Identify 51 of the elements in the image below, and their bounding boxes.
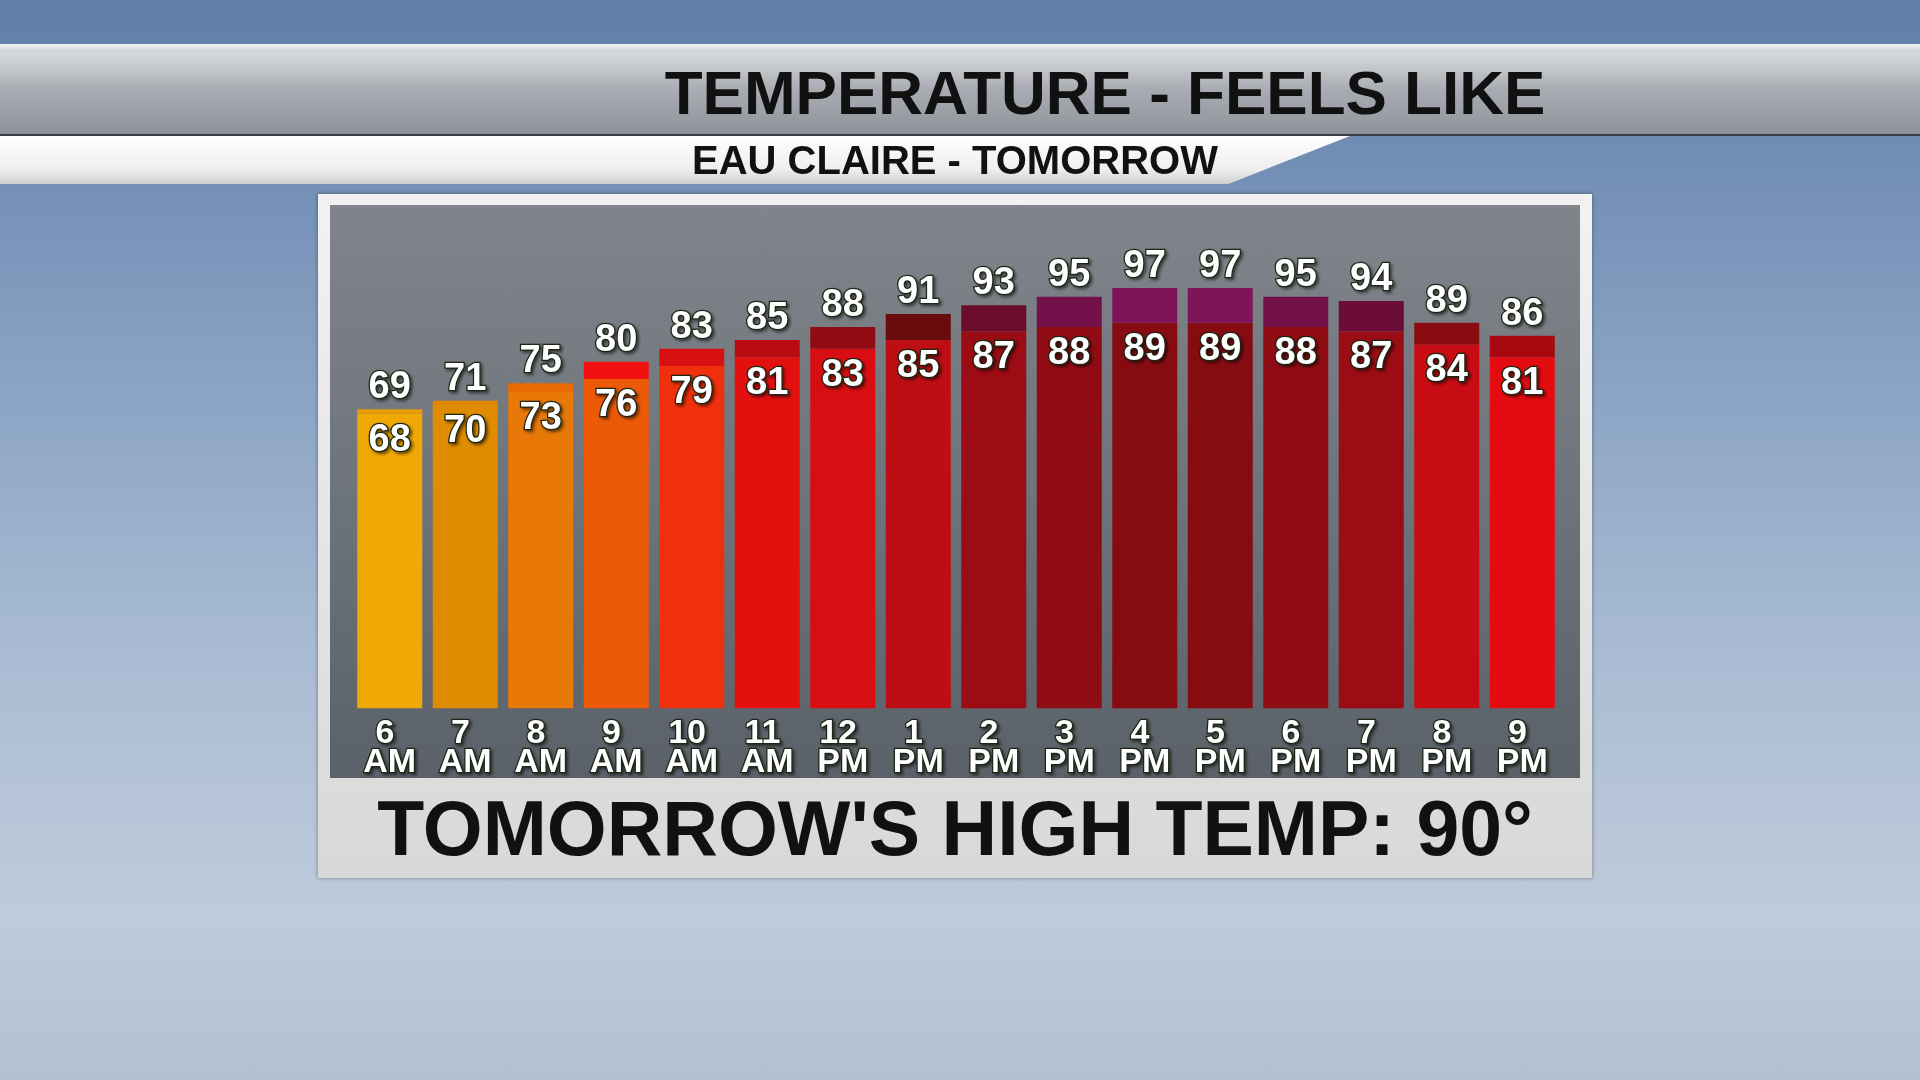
total-label: 91 [897, 268, 940, 311]
total-label: 83 [670, 303, 713, 346]
x-tick-label: 6 PM [1270, 711, 1322, 779]
total-label: 95 [1048, 251, 1091, 294]
chart-title: TEMPERATURE - FEELS LIKE [663, 57, 1547, 129]
data-label: 89 [1123, 325, 1166, 368]
total-label: 97 [1123, 243, 1166, 285]
x-tick-label: 4 PM [1119, 711, 1171, 779]
x-tick-label: 6 AM [363, 711, 417, 779]
data-label: 89 [1199, 325, 1242, 368]
x-tick-label: 10 AM [665, 711, 719, 779]
data-label: 81 [746, 360, 789, 403]
data-label: 73 [519, 394, 562, 437]
data-label: 81 [1501, 360, 1544, 403]
x-tick-label: 8 AM [514, 711, 568, 779]
data-label: 87 [972, 334, 1015, 377]
data-label: 87 [1350, 334, 1393, 377]
total-label: 86 [1501, 290, 1544, 333]
x-tick-label: 8 PM [1421, 711, 1473, 779]
total-label: 93 [972, 260, 1015, 303]
data-label: 83 [821, 351, 864, 394]
total-label: 85 [746, 294, 789, 337]
data-label: 68 [368, 416, 411, 459]
total-label: 89 [1425, 277, 1468, 320]
total-label: 88 [821, 281, 864, 324]
text: TOMORROW'S HIGH TEMP: 90° [376, 784, 1534, 873]
x-tick-label: 5 PM [1194, 711, 1246, 779]
x-tick-label: 12 PM [817, 711, 869, 779]
chart-subtitle: EAU CLAIRE - TOMORROW [691, 137, 1219, 184]
total-label: 94 [1350, 256, 1393, 298]
x-tick-label: 3 PM [1043, 711, 1095, 779]
data-label: 88 [1048, 329, 1091, 372]
x-tick-label: 2 PM [968, 711, 1020, 779]
data-label: 84 [1425, 347, 1468, 390]
x-tick-label: 9 PM [1496, 711, 1548, 779]
total-label: 97 [1199, 243, 1242, 285]
total-label: 69 [368, 364, 411, 407]
x-tick-label: 1 PM [892, 711, 944, 779]
x-tick-label: 9 AM [589, 711, 643, 779]
total-label: 71 [444, 355, 487, 398]
x-tick-label: 7 PM [1345, 711, 1397, 779]
data-label: 76 [595, 381, 638, 424]
data-label: 88 [1274, 329, 1317, 372]
total-label: 95 [1274, 251, 1317, 294]
data-label: 70 [444, 407, 487, 450]
x-tick-label: 7 AM [438, 711, 492, 779]
total-label: 80 [595, 316, 638, 359]
total-label: 75 [519, 338, 562, 381]
x-tick-label: 11 AM [740, 711, 794, 779]
data-label: 79 [670, 368, 713, 411]
data-label: 85 [897, 342, 940, 385]
